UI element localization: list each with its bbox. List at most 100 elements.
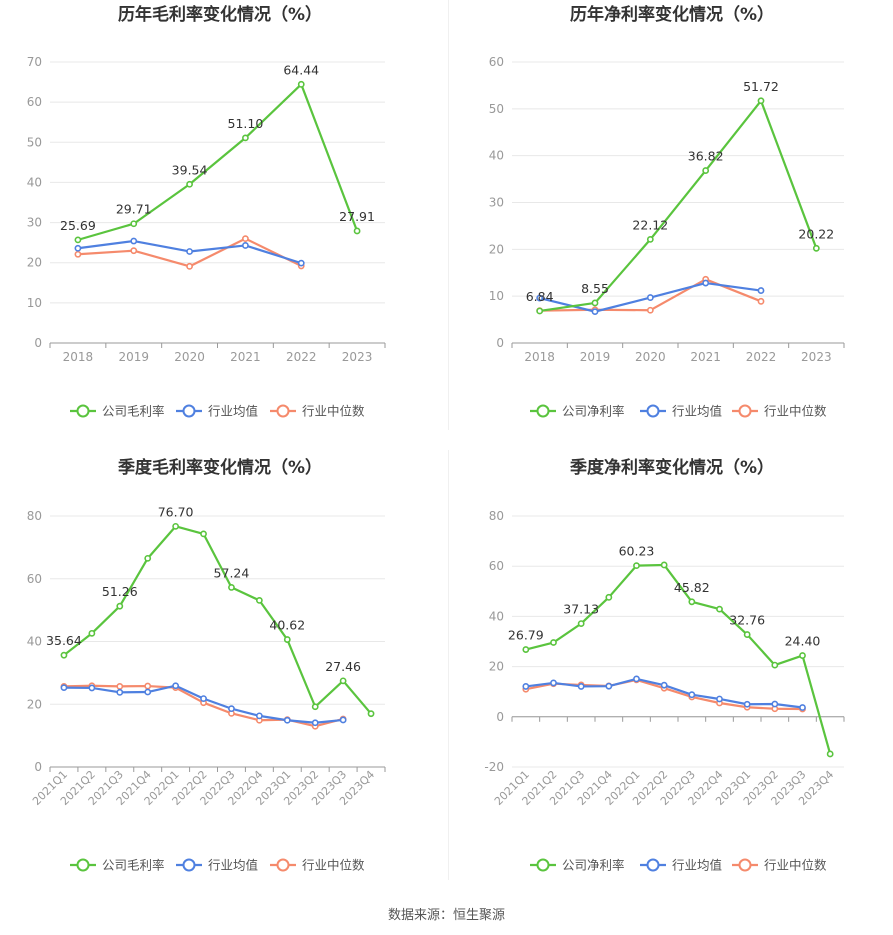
data-point-avg[interactable] [186,248,193,255]
data-point-company[interactable] [522,646,530,653]
legend-marker-icon [182,404,196,418]
data-point-company[interactable] [186,180,193,188]
data-point-company[interactable] [826,750,834,758]
data-point-avg[interactable] [242,242,249,249]
data-point-avg[interactable] [646,294,654,301]
data-point-median[interactable] [757,297,765,305]
data-point-company[interactable] [367,710,375,718]
data-point-company[interactable] [660,561,668,569]
data-point-avg[interactable] [283,716,291,724]
y-tick-label: 30 [489,196,504,210]
legend-item-median[interactable]: 行业中位数 [270,404,365,419]
data-point-median[interactable] [646,306,654,314]
data-point-company[interactable] [353,227,361,235]
data-point-median[interactable] [144,682,152,690]
data-label: 24.40 [785,634,821,649]
data-point-company[interactable] [228,584,235,591]
data-point-company[interactable] [144,554,152,562]
legend-item-company[interactable]: 公司毛利率 [70,404,165,419]
data-point-avg[interactable] [605,682,613,690]
legend-item-avg[interactable]: 行业均值 [176,858,258,873]
data-point-avg[interactable] [88,684,96,692]
data-point-avg[interactable] [757,287,765,294]
data-point-avg[interactable] [771,700,779,708]
data-point-median[interactable] [186,262,193,270]
data-point-avg[interactable] [311,719,319,727]
data-point-company[interactable] [771,661,779,669]
data-point-avg[interactable] [591,308,599,316]
data-point-avg[interactable] [60,684,68,692]
legend-marker-icon [646,858,660,872]
data-point-company[interactable] [812,244,820,252]
data-point-company[interactable] [743,631,751,638]
data-point-avg[interactable] [200,695,207,703]
series-line-company [525,563,832,755]
data-point-company[interactable] [60,651,68,659]
data-point-avg[interactable] [799,704,806,711]
data-point-avg[interactable] [633,675,640,683]
data-point-company[interactable] [339,677,347,685]
data-point-avg[interactable] [297,259,305,267]
data-point-median[interactable] [242,235,249,243]
legend-item-avg[interactable]: 行业均值 [640,404,722,419]
legend-item-company[interactable]: 公司净利率 [530,858,625,873]
data-point-avg[interactable] [688,691,696,699]
data-point-company[interactable] [242,134,249,142]
data-point-company[interactable] [757,97,765,105]
legend-item-avg[interactable]: 行业均值 [640,858,722,873]
data-point-company[interactable] [688,598,696,606]
legend-item-avg[interactable]: 行业均值 [176,404,258,419]
legend-item-median[interactable]: 行业中位数 [732,404,827,419]
legend-item-median[interactable]: 行业中位数 [270,858,365,873]
data-point-avg[interactable] [228,705,235,713]
data-point-median[interactable] [130,247,138,255]
data-point-avg[interactable] [716,695,723,703]
data-point-company[interactable] [702,167,710,174]
data-point-company[interactable] [605,593,613,601]
legend-item-median[interactable]: 行业中位数 [732,858,827,873]
data-point-company[interactable] [130,220,138,228]
data-point-company[interactable] [633,562,640,570]
data-point-avg[interactable] [743,700,751,708]
data-point-avg[interactable] [172,682,180,690]
data-point-avg[interactable] [550,679,557,687]
data-point-avg[interactable] [74,244,82,252]
data-point-company[interactable] [550,639,557,646]
x-tick-label: 2019 [580,350,611,364]
x-tick-label: 2022 [286,350,317,364]
data-label: 27.91 [339,209,375,224]
data-point-avg[interactable] [130,237,138,245]
y-tick-label: 20 [489,660,504,674]
data-point-company[interactable] [283,636,291,643]
data-point-company[interactable] [116,602,124,610]
data-point-company[interactable] [799,652,806,659]
legend-marker-icon [536,858,550,872]
data-point-avg[interactable] [116,688,124,696]
data-point-company[interactable] [716,605,723,613]
data-point-median[interactable] [116,682,124,690]
data-point-company[interactable] [297,80,305,88]
data-point-avg[interactable] [255,712,263,720]
data-point-company[interactable] [172,522,180,530]
data-point-company[interactable] [536,307,544,315]
y-tick-label: 50 [27,135,42,149]
data-point-company[interactable] [591,299,599,307]
data-point-median[interactable] [74,250,82,258]
data-point-company[interactable] [74,236,82,244]
data-point-avg[interactable] [577,683,585,690]
data-point-avg[interactable] [339,716,347,724]
data-point-avg[interactable] [536,294,544,302]
data-point-avg[interactable] [522,683,530,690]
data-point-company[interactable] [311,703,319,711]
y-tick-label: 50 [489,102,504,116]
data-point-company[interactable] [646,236,654,243]
data-point-avg[interactable] [702,279,710,287]
data-point-company[interactable] [255,596,263,604]
legend-item-company[interactable]: 公司毛利率 [70,858,165,873]
data-point-company[interactable] [577,620,585,628]
data-point-avg[interactable] [660,681,668,689]
legend-item-company[interactable]: 公司净利率 [530,404,625,419]
data-point-avg[interactable] [144,688,152,696]
data-point-company[interactable] [88,629,96,637]
data-point-company[interactable] [200,530,207,538]
